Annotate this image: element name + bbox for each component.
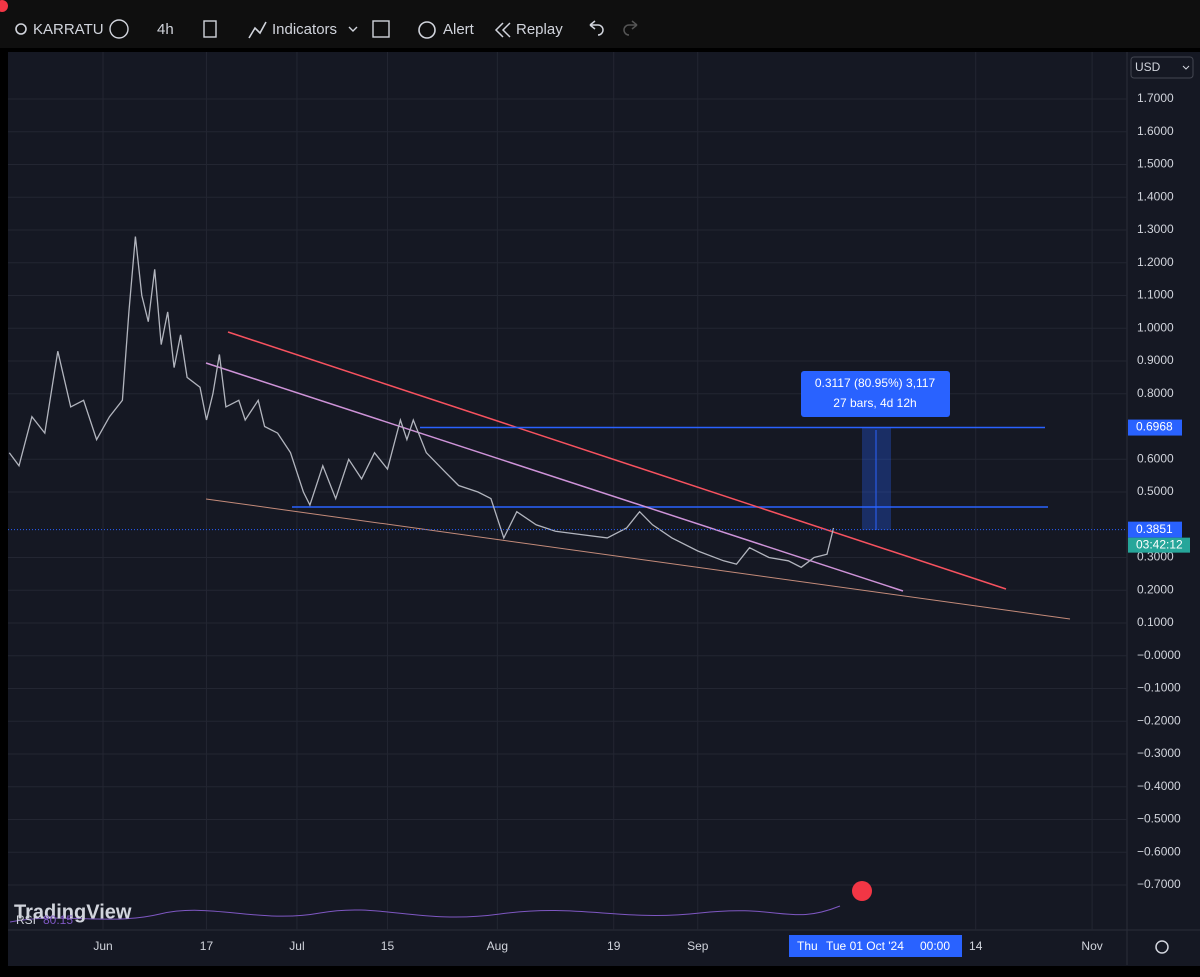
indicators[interactable]: Indicators	[272, 21, 337, 38]
y-tick-label: −0.6000	[1137, 844, 1181, 858]
currency-button[interactable]	[1130, 56, 1194, 79]
x-tick-label: 19	[607, 939, 621, 953]
redo[interactable]	[623, 20, 638, 36]
target-label: 0.6968	[1136, 420, 1173, 434]
rsi-line	[9, 905, 841, 923]
y-tick-label: −0.3000	[1137, 746, 1181, 760]
y-tick-label: 0.1000	[1137, 615, 1174, 629]
y-tick-label: 0.3000	[1137, 550, 1174, 564]
y-tick-label: 1.4000	[1137, 189, 1174, 203]
plot-area	[8, 52, 1127, 930]
x-tick-label: Jul	[289, 939, 304, 953]
measure-label	[801, 371, 950, 417]
y-tick-label: 0.5000	[1137, 484, 1174, 498]
alert[interactable]: Alert	[443, 21, 475, 38]
undo[interactable]	[589, 20, 604, 36]
toolbar	[0, 0, 1200, 48]
grid	[8, 52, 1127, 930]
layout-icon[interactable]	[372, 20, 390, 38]
dropdown[interactable]	[348, 26, 358, 32]
rsi-value: 80.15	[43, 913, 73, 927]
crosshair-time: 00:00	[920, 939, 950, 953]
crosshair-label	[789, 935, 962, 957]
price-line	[8, 236, 835, 569]
y-tick-label: 1.2000	[1137, 255, 1174, 269]
x-tick-label: Jun	[93, 939, 112, 953]
y-tick-label: 0.2000	[1137, 582, 1174, 596]
alert-icon[interactable]	[418, 21, 436, 39]
rsi-name: RSI	[16, 913, 36, 927]
chart-type-icon[interactable]	[203, 20, 217, 38]
x-tick-label: 17	[200, 939, 214, 953]
settings[interactable]	[1155, 940, 1169, 954]
currency[interactable]: USD	[1135, 60, 1161, 74]
y-tick-label: −0.1000	[1137, 681, 1181, 695]
crosshair-day: Thu	[797, 939, 818, 953]
y-tick-label: −0.4000	[1137, 779, 1181, 793]
x-tick-label: 14	[969, 939, 983, 953]
dropdown[interactable]	[1182, 65, 1190, 70]
trend-line	[205, 362, 904, 592]
price-axis	[1127, 52, 1200, 930]
y-tick-label: −0.2000	[1137, 713, 1181, 727]
crosshair-date: Tue 01 Oct '24	[826, 939, 904, 953]
x-tick-label: 15	[381, 939, 395, 953]
y-tick-label: −0.7000	[1137, 877, 1181, 891]
y-tick-label: −0.5000	[1137, 812, 1181, 826]
y-tick-label: 0.9000	[1137, 353, 1174, 367]
y-tick-label: 1.0000	[1137, 320, 1174, 334]
search-icon[interactable]	[15, 23, 27, 35]
y-tick-label: 1.6000	[1137, 124, 1174, 138]
y-tick-label: 1.1000	[1137, 288, 1174, 302]
y-tick-label: 1.5000	[1137, 157, 1174, 171]
y-tick-label: 0.8000	[1137, 386, 1174, 400]
event-flag[interactable]	[852, 881, 872, 901]
replay[interactable]: Replay	[516, 21, 563, 38]
y-tick-label: 1.3000	[1137, 222, 1174, 236]
y-tick-label: 0.6000	[1137, 451, 1174, 465]
y-tick-label: 1.7000	[1137, 91, 1174, 105]
x-tick-label: Nov	[1081, 939, 1102, 953]
countdown-bg	[1128, 537, 1190, 553]
x-tick-label: Aug	[487, 939, 508, 953]
time-axis	[8, 930, 1200, 966]
last-price-bg	[1128, 521, 1182, 538]
last-price: 0.3851	[1136, 522, 1173, 536]
indicators-icon[interactable]	[248, 21, 267, 39]
replay-icon[interactable]	[494, 22, 511, 38]
symbol[interactable]: KARRATU	[33, 21, 104, 38]
countdown: 03:42:12	[1136, 537, 1183, 551]
interval[interactable]: 4h	[157, 21, 174, 38]
brand: TradingView	[14, 901, 132, 923]
target-label-bg	[1128, 419, 1182, 436]
badge	[0, 0, 8, 12]
add-symbol[interactable]	[109, 19, 129, 39]
trend-line	[227, 331, 1007, 590]
measure-text: 0.3117 (80.95%) 3,117	[815, 376, 936, 390]
y-tick-label: −0.0000	[1137, 648, 1181, 662]
series	[8, 236, 835, 569]
measure-text: 27 bars, 4d 12h	[833, 396, 916, 410]
trend-line	[205, 498, 1071, 620]
x-tick-label: Sep	[687, 939, 709, 953]
